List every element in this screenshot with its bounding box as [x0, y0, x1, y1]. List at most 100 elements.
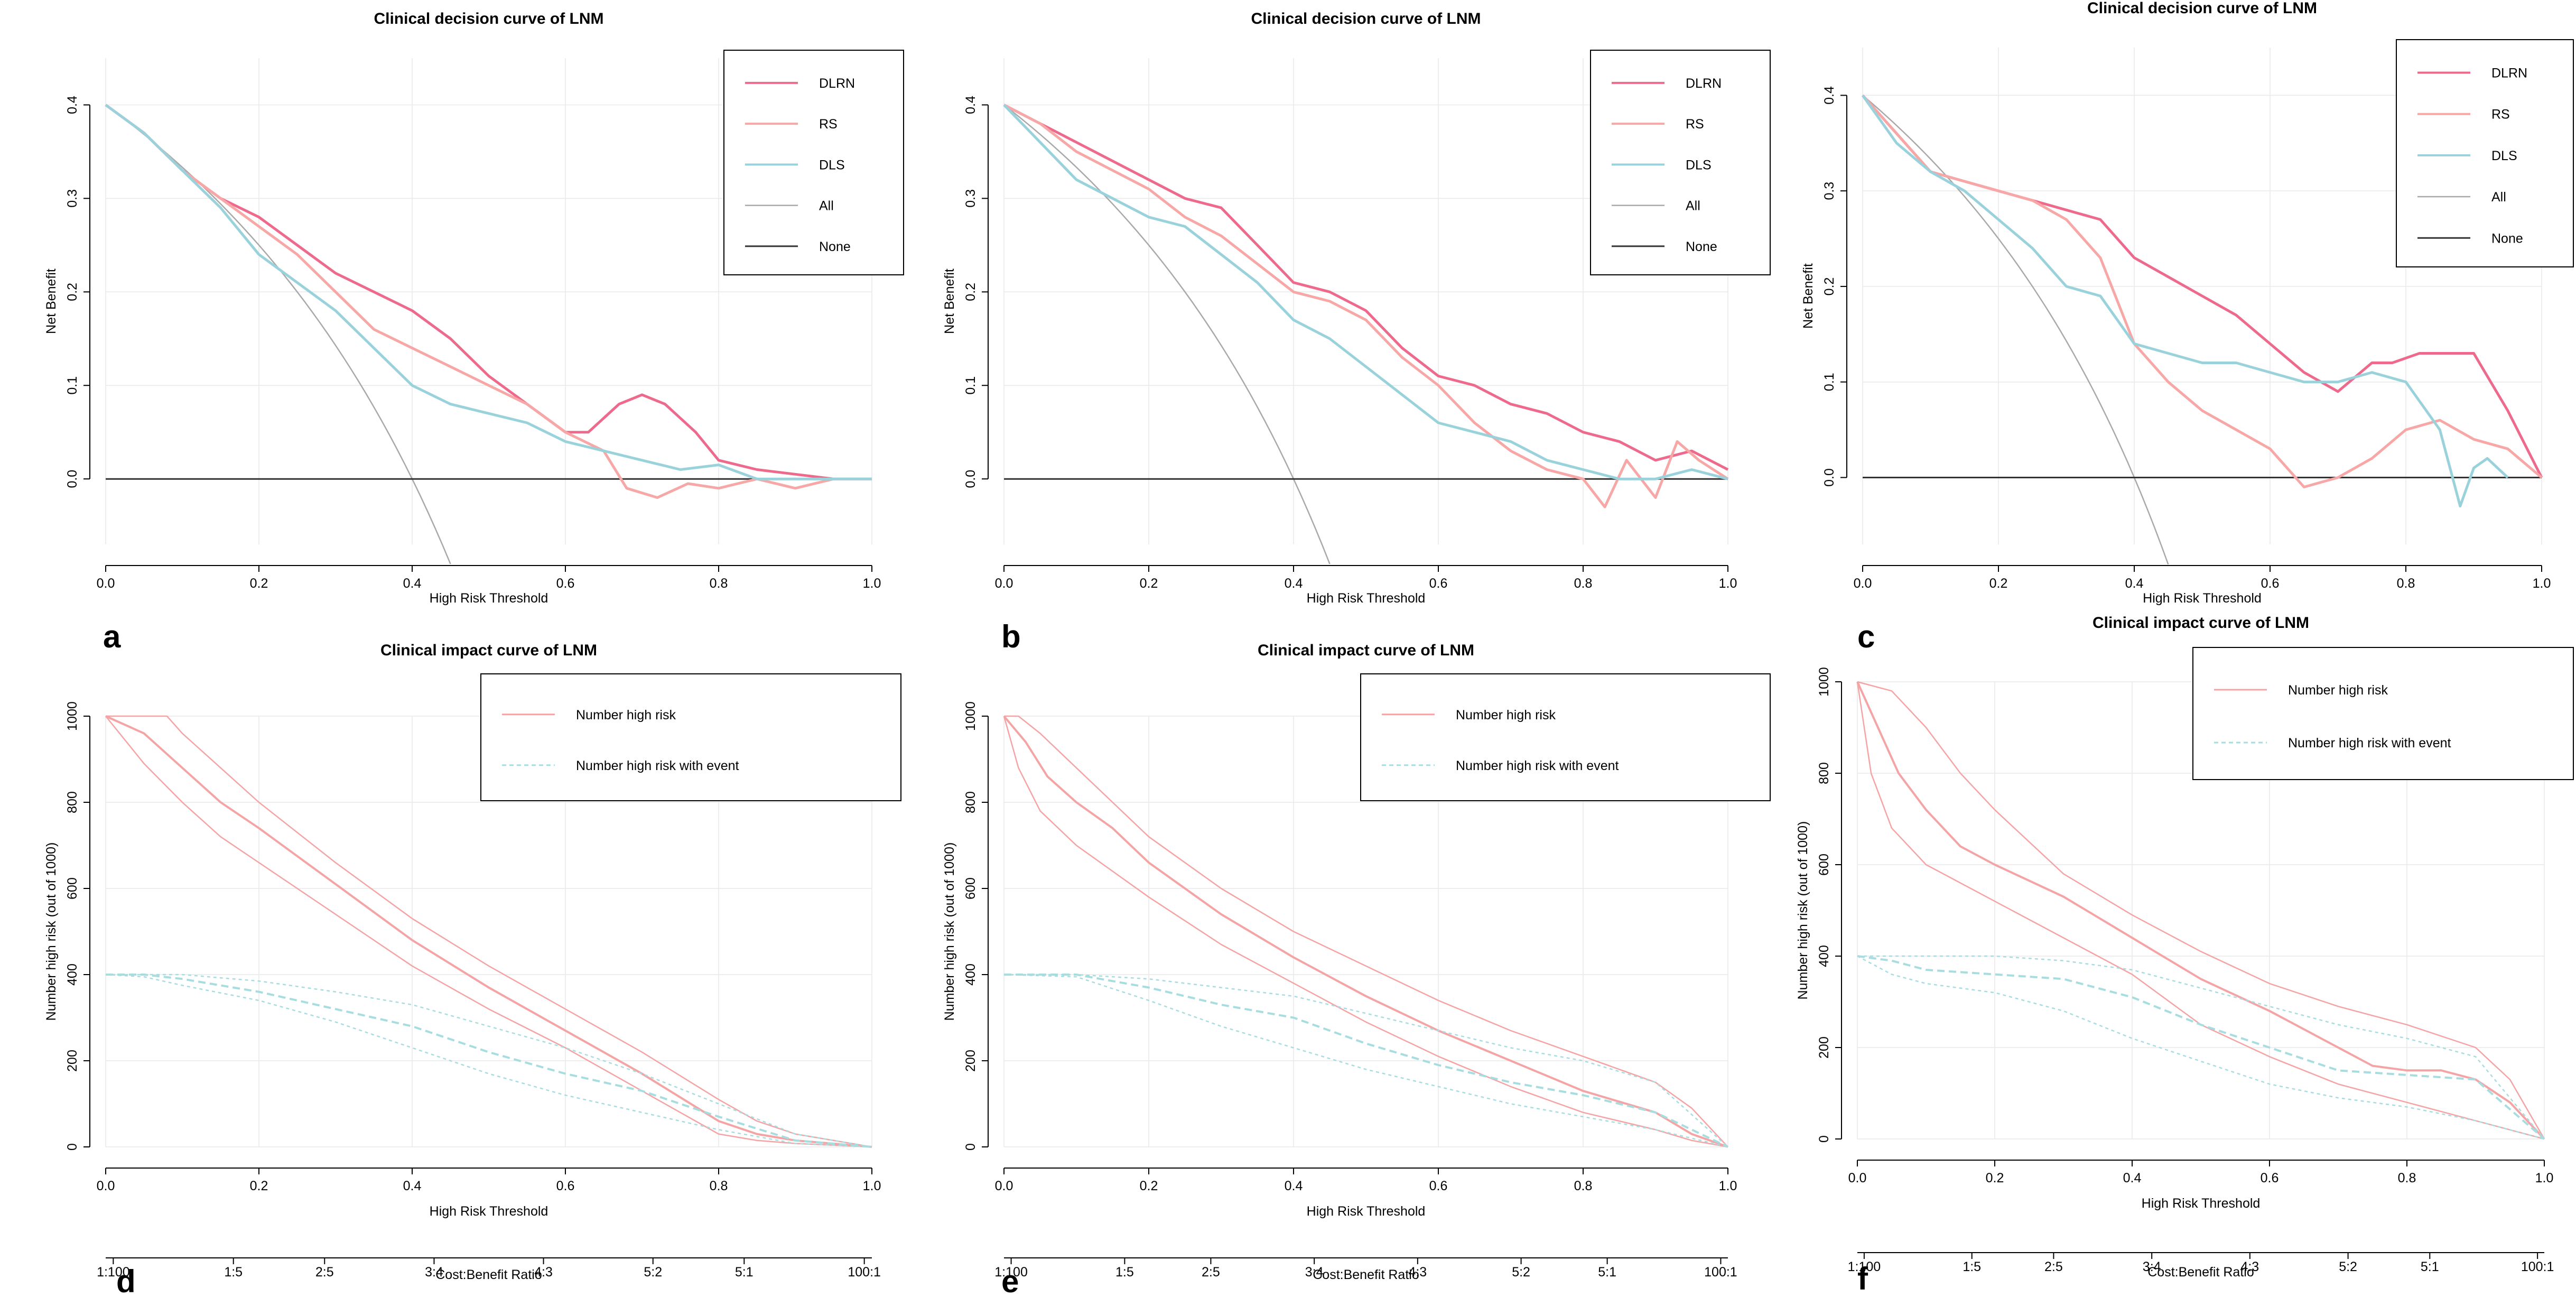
x2-tick-label: 100:1 — [1704, 1265, 1737, 1280]
plot-area — [105, 104, 872, 564]
panel-e: Clinical impact curve of LNM 0.0 0.2 0.4 0.6… — [942, 642, 1771, 1297]
x-tick-label: 0.2 — [250, 576, 268, 591]
y-axis-label: Net Benefit — [942, 268, 957, 334]
y-tick-label: 0.4 — [1822, 86, 1837, 105]
x-tick-label: 0.4 — [1285, 1179, 1303, 1193]
x2-tick-label: 4:3 — [2240, 1259, 2259, 1274]
y-tick-label: 0.3 — [963, 189, 978, 208]
x-tick-label: 1.0 — [863, 576, 881, 591]
panel-b: Clinical decision curve of LNM 0.0 0.2 0.4 0… — [942, 10, 1771, 654]
y-tick-label: 0.2 — [1822, 277, 1837, 296]
series-number-high-risk-upper-line — [1004, 715, 1728, 1147]
x-tick-label: 0.0 — [1854, 576, 1872, 591]
x2-tick-label: 3:4 — [425, 1265, 443, 1280]
panel-label: b — [1001, 619, 1021, 654]
legend-label: DLRN — [819, 76, 855, 91]
series-all-line — [105, 104, 451, 564]
x-axis-label: High Risk Threshold — [430, 591, 548, 606]
plot-area — [1861, 94, 2543, 565]
y-tick-label: 200 — [963, 1050, 978, 1072]
y-axis-label: Number high risk (out of 1000) — [1796, 821, 1810, 1000]
y-axis-label: Net Benefit — [1801, 263, 1816, 329]
legend-box — [480, 673, 901, 801]
x-tick-label: 0.6 — [1429, 1179, 1448, 1193]
x-tick-label: 0.6 — [2261, 1171, 2279, 1185]
legend-label: Number high risk with event — [1456, 758, 1619, 773]
y-tick-label: 600 — [963, 877, 978, 900]
chart-title: Clinical decision curve of LNM — [1251, 10, 1481, 27]
series-number-high-risk-with-event-line — [106, 974, 872, 1148]
x-tick-label: 0.6 — [556, 1179, 575, 1193]
x2-axis-label: Cost:Benefit Ratio — [2147, 1265, 2254, 1280]
x-axis-label: High Risk Threshold — [2142, 1196, 2261, 1211]
legend-label: None — [819, 239, 851, 254]
y-tick-label: 1000 — [1817, 667, 1831, 697]
series-number-high-risk-upper-line — [106, 715, 872, 1148]
legend-box — [1590, 50, 1771, 275]
legend-box — [1360, 673, 1771, 801]
series-number-high-risk-upper-line — [1857, 681, 2545, 1139]
x2-tick-label: 1:5 — [1963, 1259, 1981, 1274]
x-tick-label: 0.4 — [2123, 1171, 2142, 1185]
x-tick-label: 1.0 — [863, 1179, 881, 1193]
y-tick-label: 800 — [963, 791, 978, 813]
series-dls-line — [1861, 94, 2509, 508]
y-tick-label: 0 — [65, 1143, 80, 1151]
y-tick-label: 400 — [963, 964, 978, 986]
x-tick-label: 0.0 — [995, 576, 1013, 591]
x-axis-label: High Risk Threshold — [2143, 591, 2262, 606]
y-tick-label: 0.3 — [1822, 182, 1837, 200]
series-rs-line — [105, 104, 872, 499]
x-tick-label: 0.8 — [1574, 576, 1593, 591]
plot-area — [1003, 104, 1729, 564]
x-tick-label: 0.6 — [1429, 576, 1448, 591]
legend-label: Number high risk with event — [2288, 736, 2451, 751]
x2-tick-label: 5:2 — [644, 1265, 662, 1280]
legend-label: All — [819, 199, 834, 214]
y-tick-label: 200 — [1817, 1036, 1831, 1059]
legend: DLRN RS DLS All None — [1590, 50, 1771, 275]
y-axis-label: Number high risk (out of 1000) — [942, 842, 957, 1021]
legend-label: Number high risk — [2288, 683, 2388, 698]
y-tick-label: 0 — [963, 1143, 978, 1151]
x2-tick-label: 1:100 — [1848, 1259, 1881, 1274]
x-tick-label: 0.0 — [1848, 1171, 1867, 1185]
legend-label: DLS — [2491, 149, 2517, 163]
x-tick-label: 0.0 — [97, 1179, 115, 1193]
y-tick-label: 0.1 — [65, 376, 80, 395]
series-rs-line — [1862, 94, 2543, 488]
legend-label: None — [2491, 231, 2523, 246]
y-tick-label: 0 — [1817, 1135, 1831, 1143]
x-tick-label: 0.8 — [710, 576, 728, 591]
x-tick-label: 0.0 — [97, 576, 115, 591]
chart-title: Clinical impact curve of LNM — [1258, 642, 1474, 659]
legend-label: DLS — [1686, 158, 1712, 172]
legend-label: Number high risk with event — [576, 758, 739, 773]
series-number-high-risk-lower-line — [105, 716, 872, 1148]
x-tick-label: 0.4 — [403, 1179, 422, 1193]
panel-label: d — [116, 1264, 136, 1297]
plot-area — [1003, 715, 1728, 1148]
legend: Number high risk Number high risk with ev… — [1360, 673, 1771, 801]
series-dls-line — [105, 104, 872, 480]
panel-f: Clinical impact curve of LNM 0.0 0.2 0.4 0.6… — [1796, 614, 2574, 1296]
y-tick-label: 400 — [1817, 945, 1831, 967]
plot-area — [1856, 681, 2545, 1140]
panel-label: f — [1857, 1261, 1868, 1296]
x-tick-label: 0.8 — [2397, 576, 2415, 591]
y-tick-label: 0.2 — [65, 283, 80, 301]
y-tick-label: 0.4 — [65, 96, 80, 114]
series-with-event-upper-line — [1857, 955, 2545, 1139]
series-dlrn-line — [1003, 104, 1729, 471]
x2-tick-label: 2:5 — [1202, 1265, 1220, 1280]
x-tick-label: 0.4 — [2125, 576, 2144, 591]
y-tick-label: 400 — [65, 964, 80, 986]
chart-title: Clinical decision curve of LNM — [374, 10, 603, 27]
legend-label: RS — [1686, 117, 1704, 132]
x-tick-label: 0.8 — [2398, 1171, 2416, 1185]
series-number-high-risk-with-event-line — [1004, 974, 1728, 1148]
x-axis-label: High Risk Threshold — [430, 1204, 548, 1219]
x2-tick-label: 5:2 — [2339, 1259, 2357, 1274]
panel-label: e — [1001, 1264, 1019, 1297]
series-with-event-lower-line — [1857, 955, 2545, 1140]
